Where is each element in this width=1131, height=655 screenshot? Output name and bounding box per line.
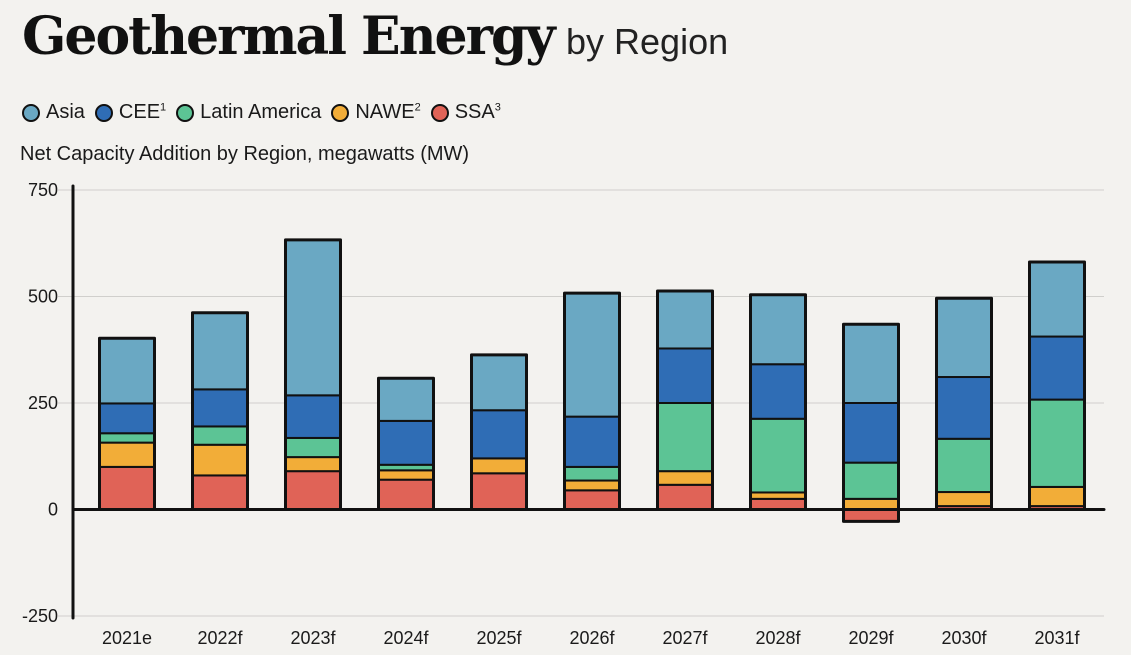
legend-swatch-ssa [430, 103, 449, 122]
bar-segment-cee-2026f [563, 415, 621, 468]
bar-segment-latin-america-2031f [1028, 398, 1086, 488]
bar-segment-asia-2025f [470, 353, 528, 412]
x-tick-label-2027f: 2027f [662, 628, 708, 648]
bar-segment-cee-2031f [1028, 335, 1086, 401]
bar-segment-asia-2029f [842, 323, 900, 404]
legend-label-ssa: SSA3 [454, 101, 501, 123]
bar-segment-cee-2021e [98, 402, 156, 435]
bar-segment-ssa-2021e [98, 465, 156, 511]
chart-title: Geothermal Energy by Region [22, 6, 728, 67]
bar-segment-nawe-2031f [1028, 485, 1086, 508]
legend-swatch-nawe [331, 103, 350, 122]
legend-swatch-latin-america [176, 103, 195, 122]
bar-segment-nawe-2027f [656, 470, 714, 486]
legend-label-latin-america: Latin America [200, 101, 322, 123]
x-tick-label-2028f: 2028f [755, 628, 801, 648]
bar-segment-cee-2025f [470, 409, 528, 460]
bar-segment-asia-2022f [191, 311, 249, 391]
bar-segment-cee-2022f [191, 388, 249, 428]
x-tick-label-2031f: 2031f [1034, 628, 1080, 648]
bar-segment-ssa-2027f [656, 483, 714, 511]
bar-segment-latin-america-2026f [563, 465, 621, 482]
bar-segment-ssa-2028f [749, 497, 807, 511]
x-tick-label-2023f: 2023f [290, 628, 336, 648]
legend-swatch-cee [94, 103, 113, 122]
x-tick-label-2024f: 2024f [383, 628, 429, 648]
bar-segment-cee-2024f [377, 419, 435, 466]
y-tick-label-250: 250 [28, 393, 58, 413]
y-tick-label-750: 750 [28, 180, 58, 200]
legend-label-nawe: NAWE2 [355, 101, 421, 123]
x-tick-label-2025f: 2025f [476, 628, 522, 648]
legend-item-ssa: SSA3 [430, 101, 501, 124]
chart-subtitle: Net Capacity Addition by Region, megawat… [20, 143, 470, 165]
bar-segment-nawe-2029f [842, 497, 900, 511]
bar-segment-nawe-2024f [377, 469, 435, 481]
bar-segment-cee-2027f [656, 347, 714, 404]
bar-segment-nawe-2025f [470, 457, 528, 475]
bar-segment-cee-2028f [749, 363, 807, 420]
bar-segment-nawe-2026f [563, 479, 621, 492]
bar-segment-asia-2030f [935, 297, 993, 379]
bar-segment-ssa-2024f [377, 478, 435, 511]
bar-segment-latin-america-2027f [656, 402, 714, 473]
bar-segment-cee-2030f [935, 376, 993, 440]
bar-segment-nawe-2023f [284, 456, 342, 473]
title-main: Geothermal Energy [22, 6, 556, 67]
x-tick-label-2022f: 2022f [197, 628, 243, 648]
bar-segment-asia-2026f [563, 292, 621, 418]
x-tick-label-2029f: 2029f [848, 628, 894, 648]
bar-segment-cee-2029f [842, 402, 900, 464]
legend-item-cee: CEE1 [94, 101, 167, 124]
bar-segment-asia-2028f [749, 293, 807, 366]
title-suffix: by Region [566, 21, 729, 62]
legend-item-asia: Asia [22, 101, 85, 124]
legend-item-latin-america: Latin America [176, 101, 321, 124]
bar-segment-asia-2021e [98, 337, 156, 405]
bar-segment-latin-america-2023f [284, 436, 342, 459]
bar-segment-ssa-2026f [563, 489, 621, 511]
y-tick-label-250: -250 [22, 606, 58, 626]
legend-label-cee: CEE1 [118, 101, 167, 123]
legend-swatch-asia [22, 103, 40, 122]
bar-segment-cee-2023f [284, 394, 342, 439]
y-tick-label-500: 500 [28, 287, 58, 307]
bar-segment-latin-america-2022f [191, 425, 249, 446]
y-tick-label-0: 0 [48, 500, 58, 520]
bar-segment-asia-2027f [656, 289, 714, 350]
bar-segment-nawe-2030f [935, 491, 993, 508]
legend-label-asia: Asia [46, 101, 85, 123]
x-tick-label-2021e: 2021e [102, 628, 152, 648]
bar-segment-latin-america-2029f [842, 461, 900, 500]
bar-segment-asia-2024f [377, 377, 435, 422]
bar-segment-ssa-2029f [842, 508, 900, 523]
legend: Asia CEE1 Latin America NAWE2 SSA3 [22, 101, 501, 124]
bar-segment-ssa-2022f [191, 474, 249, 511]
bar-segment-nawe-2022f [191, 443, 249, 477]
bar-segment-latin-america-2028f [749, 417, 807, 494]
legend-item-nawe: NAWE2 [331, 101, 421, 124]
bar-outline-2029f [842, 322, 900, 523]
bar-segment-asia-2031f [1028, 260, 1086, 338]
bar-segment-latin-america-2030f [935, 437, 993, 494]
bar-segment-asia-2023f [284, 238, 342, 397]
bar-segment-latin-america-2021e [98, 432, 156, 444]
bar-segment-nawe-2021e [98, 441, 156, 468]
bar-segment-ssa-2025f [470, 472, 528, 511]
bar-segment-ssa-2023f [284, 470, 342, 511]
x-tick-label-2030f: 2030f [941, 628, 987, 648]
x-tick-label-2026f: 2026f [569, 628, 615, 648]
